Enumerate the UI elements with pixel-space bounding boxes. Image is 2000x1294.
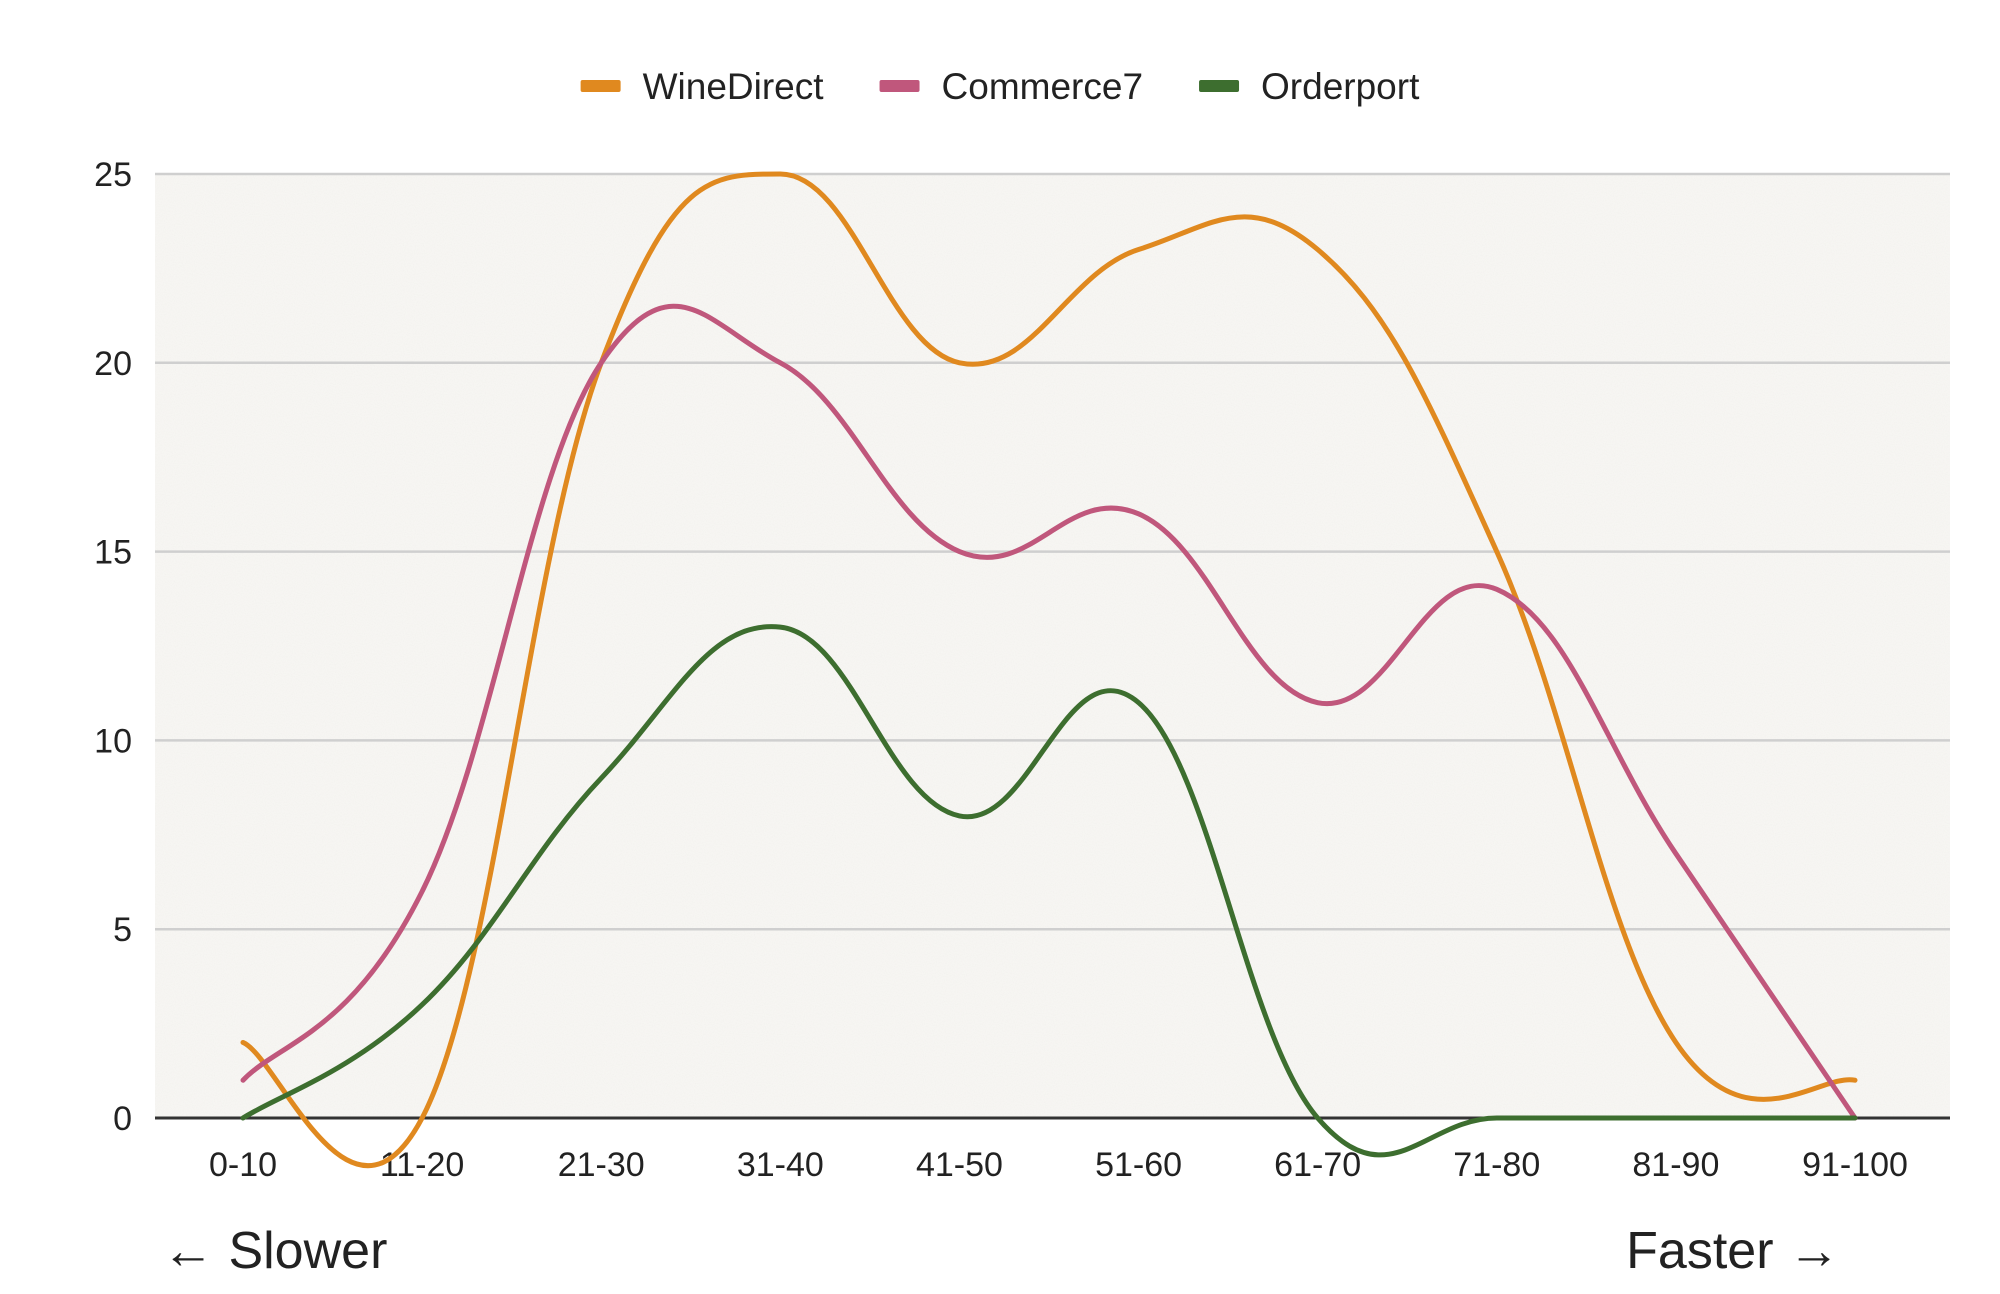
y-tick-label: 15 bbox=[94, 534, 132, 572]
x-axis: 0-10 11-20 21-30 31-40 41-50 51-60 61-70 71-80 8… bbox=[209, 1146, 1908, 1184]
y-tick-label: 10 bbox=[94, 722, 132, 760]
y-tick-label: 20 bbox=[94, 345, 132, 383]
x-tick-label: 41-50 bbox=[916, 1146, 1003, 1184]
series-lines bbox=[240, 171, 1858, 1169]
legend-swatch bbox=[1199, 80, 1240, 92]
legend-label: Commerce7 bbox=[942, 66, 1144, 107]
y-tick-label: 25 bbox=[94, 156, 132, 194]
x-tick-label: 21-30 bbox=[558, 1146, 645, 1184]
x-tick-label: 11-20 bbox=[380, 1146, 464, 1184]
y-tick-label: 5 bbox=[113, 911, 132, 949]
x-tick-label: 81-90 bbox=[1632, 1146, 1719, 1184]
legend-item: WineDirect bbox=[580, 66, 825, 107]
plot-area-background bbox=[155, 174, 1950, 1118]
series-line-orderport bbox=[240, 624, 1858, 1158]
slower-annotation: ← Slower bbox=[162, 1222, 387, 1280]
x-tick-label: 31-40 bbox=[737, 1146, 824, 1184]
legend-item: Commerce7 bbox=[879, 66, 1144, 107]
x-tick-label: 0-10 bbox=[209, 1146, 277, 1184]
series-line-commerce7 bbox=[240, 303, 1858, 1121]
legend-label: Orderport bbox=[1261, 66, 1420, 107]
x-tick-label: 51-60 bbox=[1095, 1146, 1182, 1184]
faster-annotation: Faster → bbox=[1626, 1222, 1840, 1280]
legend-swatch bbox=[879, 80, 920, 92]
x-tick-label: 91-100 bbox=[1802, 1146, 1908, 1184]
x-tick-label: 61-70 bbox=[1274, 1146, 1361, 1184]
series-line-winedirect bbox=[240, 171, 1858, 1169]
legend-label: WineDirect bbox=[643, 66, 825, 107]
legend-swatch bbox=[580, 80, 621, 92]
legend-item: Orderport bbox=[1199, 66, 1420, 107]
legend: WineDirect Commerce7 Orderport bbox=[580, 66, 1420, 107]
y-axis: 0 5 10 15 20 25 bbox=[94, 156, 132, 1138]
x-tick-label: 71-80 bbox=[1453, 1146, 1540, 1184]
y-tick-label: 0 bbox=[113, 1100, 132, 1138]
